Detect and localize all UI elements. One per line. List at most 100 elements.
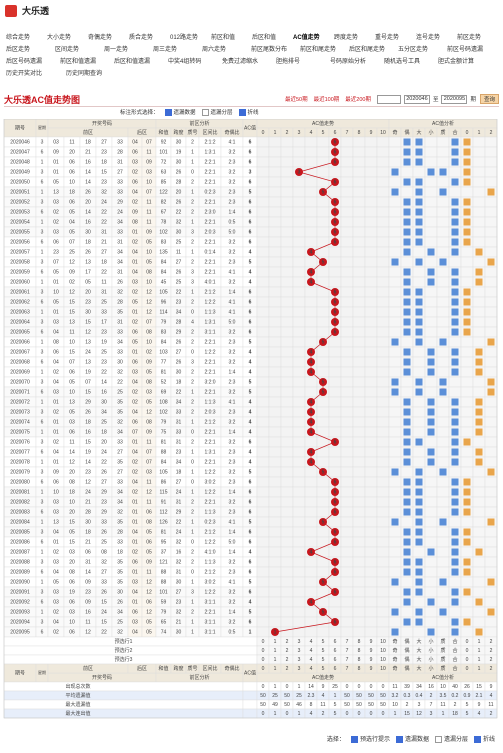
- nav-link[interactable]: 区间走势: [55, 46, 80, 53]
- checkbox[interactable]: [164, 109, 172, 117]
- preselect-cell: 奇: [392, 638, 397, 645]
- issue-cell: 2020064: [10, 319, 30, 325]
- nav-link[interactable]: 前区和值遗漏: [60, 58, 97, 65]
- trend-cell: [256, 516, 270, 528]
- query-button[interactable]: 查询: [479, 94, 499, 104]
- checkbox-option[interactable]: 遗漏分层: [434, 734, 468, 743]
- checkbox-option[interactable]: 遗漏数据: [395, 734, 429, 743]
- draw-number: 27: [117, 169, 123, 175]
- nav-link[interactable]: 奇偶走势: [88, 34, 113, 41]
- analysis-cell: 4:1: [229, 269, 236, 275]
- range-link[interactable]: 最近200期: [345, 97, 371, 103]
- analysis-cell: 24: [176, 489, 182, 495]
- nav-link[interactable]: 大小走势: [47, 34, 72, 41]
- trend-cell: [256, 566, 270, 578]
- nav-link[interactable]: 后区和值: [252, 34, 277, 41]
- analysis-cell: [484, 206, 498, 218]
- analysis-cell: 1: [191, 219, 194, 225]
- nav-link[interactable]: 周三走势: [153, 46, 178, 53]
- nav-link[interactable]: 前区和尾走势: [300, 46, 337, 53]
- nav-link[interactable]: 胆拖排号: [276, 58, 301, 65]
- nav-link[interactable]: 周一走势: [104, 46, 129, 53]
- stat-value: 10: [392, 702, 398, 708]
- nav-link[interactable]: 前区号码遗漏: [447, 46, 484, 53]
- stat-value: 50: [368, 693, 374, 699]
- checkbox[interactable]: [395, 735, 403, 743]
- nav-link[interactable]: 前区走势: [457, 34, 482, 41]
- nav-link[interactable]: 中奖4组转码: [168, 58, 202, 65]
- nav-link[interactable]: 012路走势: [170, 34, 199, 41]
- draw-number: 02: [132, 289, 138, 295]
- draw-number: 10: [69, 339, 75, 345]
- ac-value: 5: [249, 469, 252, 475]
- analysis-cell: [424, 506, 438, 518]
- checkbox[interactable]: [434, 735, 442, 743]
- nav-link[interactable]: 前区和值: [211, 34, 236, 41]
- nav-link[interactable]: 免费过滤缩水: [222, 58, 259, 65]
- nav-link[interactable]: 后区和值遗漏: [114, 58, 151, 65]
- trend-cell: [352, 286, 366, 298]
- nav-link[interactable]: 质合走势: [129, 34, 154, 41]
- nav-link[interactable]: 连号走势: [416, 34, 441, 41]
- ac-value: 1: [249, 629, 252, 635]
- nav-link[interactable]: AC值走势: [293, 34, 320, 41]
- nav-link[interactable]: 周六走势: [202, 46, 227, 53]
- nav-link[interactable]: 前区尾数分布: [251, 46, 288, 53]
- draw-number: 33: [117, 189, 123, 195]
- analysis-cell: 2: [191, 369, 194, 375]
- analysis-cell: 2: [191, 299, 194, 305]
- analysis-cell: [412, 406, 426, 418]
- checkbox-option[interactable]: 折线: [238, 108, 259, 117]
- stat-value: 0.4: [416, 693, 423, 699]
- nav-link[interactable]: 跨度走势: [334, 34, 359, 41]
- nav-link[interactable]: 五分区走势: [398, 46, 429, 53]
- analysis-cell: [448, 516, 462, 528]
- analysis-cell: 4:1: [229, 309, 236, 315]
- from-input[interactable]: 2020046: [403, 94, 430, 104]
- draw-number: 32: [101, 559, 107, 565]
- nav-link[interactable]: 后区号码遗漏: [6, 58, 43, 65]
- trend-cell: [364, 606, 378, 618]
- trend-cell: [316, 296, 330, 308]
- nav-link[interactable]: 综合走势: [6, 34, 31, 41]
- ac-point: [331, 498, 339, 506]
- checkbox[interactable]: [350, 735, 358, 743]
- trend-cell: [304, 606, 318, 618]
- checkbox-option[interactable]: 折线: [473, 734, 495, 743]
- to-input[interactable]: 2020095: [441, 94, 468, 104]
- trend-cell: [328, 396, 342, 408]
- trend-cell: [376, 266, 390, 278]
- nav-link[interactable]: 重号走势: [375, 34, 400, 41]
- preselect-cell: 小: [428, 638, 433, 645]
- checkbox-option[interactable]: 预选行提示: [350, 734, 390, 743]
- nav-link[interactable]: 后区和尾走势: [349, 46, 386, 53]
- draw-number: 25: [69, 249, 75, 255]
- analysis-hit: [427, 348, 435, 356]
- trend-cell: [328, 346, 342, 358]
- range-link[interactable]: 最近100期: [313, 97, 340, 103]
- nav-link[interactable]: 后区走势: [6, 46, 31, 53]
- nav-link[interactable]: 号码原始分析: [330, 58, 367, 65]
- checkbox[interactable]: [201, 109, 209, 117]
- draw-number: 23: [101, 499, 107, 505]
- checkbox[interactable]: [238, 109, 246, 117]
- trend-cell: [328, 466, 342, 478]
- nav-link[interactable]: 随机选号工具: [384, 58, 421, 65]
- checkbox-option[interactable]: 遗漏数据: [164, 108, 196, 117]
- analysis-hit: [463, 328, 471, 336]
- trend-cell: [256, 626, 270, 638]
- header-cell: 3: [298, 666, 301, 672]
- draw-number: 21: [101, 239, 107, 245]
- analysis-cell: 83: [161, 329, 167, 335]
- checkbox-option[interactable]: 遗漏分层: [201, 108, 233, 117]
- trend-cell: [256, 196, 270, 208]
- trend-cell: [292, 606, 306, 618]
- range-select[interactable]: [376, 94, 401, 104]
- nav-link[interactable]: 历史开奖对比: [6, 70, 43, 77]
- nav-link[interactable]: 胆式金额计算: [438, 58, 475, 65]
- range-link[interactable]: 最近50期: [284, 97, 308, 103]
- trend-cell: [328, 356, 342, 368]
- analysis-hit: [403, 178, 411, 186]
- checkbox[interactable]: [473, 735, 481, 743]
- nav-link[interactable]: 历史同期查询: [66, 70, 103, 77]
